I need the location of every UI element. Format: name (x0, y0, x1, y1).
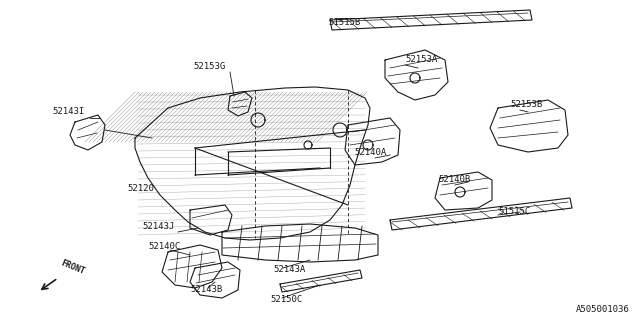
Text: 52120: 52120 (127, 184, 154, 193)
Text: A505001036: A505001036 (576, 305, 630, 314)
Text: 52143A: 52143A (273, 265, 305, 274)
Text: 52143B: 52143B (190, 285, 222, 294)
Text: 52140A: 52140A (354, 148, 387, 157)
Text: 51515B: 51515B (328, 18, 360, 27)
Text: 52153B: 52153B (510, 100, 542, 109)
Text: 52153A: 52153A (405, 55, 437, 64)
Text: 52140B: 52140B (438, 175, 470, 184)
Text: 51515C: 51515C (498, 207, 531, 216)
Text: 52153G: 52153G (193, 62, 225, 71)
Text: 52143J: 52143J (142, 222, 174, 231)
Text: 52140C: 52140C (148, 242, 180, 251)
Text: FRONT: FRONT (60, 258, 86, 276)
Text: 52143I: 52143I (52, 107, 84, 116)
Text: 52150C: 52150C (270, 295, 302, 304)
